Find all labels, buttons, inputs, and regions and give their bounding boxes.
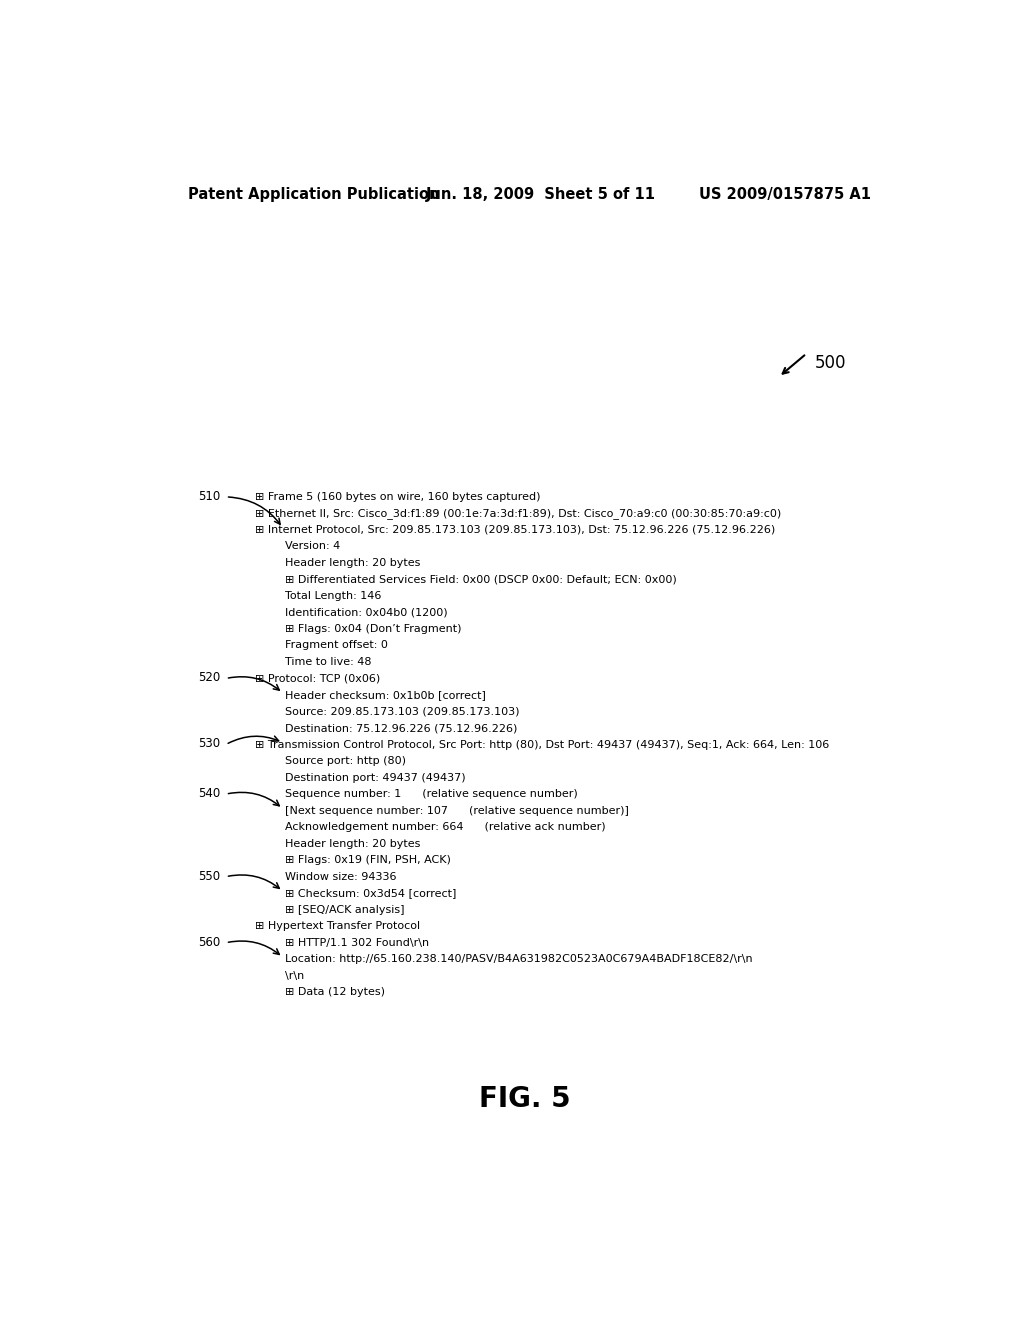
Text: Source port: http (80): Source port: http (80) [285,756,407,766]
Text: [Next sequence number: 107      (relative sequence number)]: [Next sequence number: 107 (relative seq… [285,805,629,816]
Text: 520: 520 [198,672,220,685]
Text: Identification: 0x04b0 (1200): Identification: 0x04b0 (1200) [285,607,447,618]
Text: ⊞ Ethernet II, Src: Cisco_3d:f1:89 (00:1e:7a:3d:f1:89), Dst: Cisco_70:a9:c0 (00:: ⊞ Ethernet II, Src: Cisco_3d:f1:89 (00:1… [255,508,781,519]
Text: 540: 540 [198,787,220,800]
Text: Header length: 20 bytes: Header length: 20 bytes [285,838,421,849]
Text: ⊞ Differentiated Services Field: 0x00 (DSCP 0x00: Default; ECN: 0x00): ⊞ Differentiated Services Field: 0x00 (D… [285,574,677,585]
Text: ⊞ [SEQ/ACK analysis]: ⊞ [SEQ/ACK analysis] [285,904,404,915]
Text: Location: http://65.160.238.140/PASV/B4A631982C0523A0C679A4BADF18CE82/\r\n: Location: http://65.160.238.140/PASV/B4A… [285,954,753,964]
Text: ⊞ Transmission Control Protocol, Src Port: http (80), Dst Port: 49437 (49437), S: ⊞ Transmission Control Protocol, Src Por… [255,739,829,750]
Text: \r\n: \r\n [285,970,304,981]
Text: FIG. 5: FIG. 5 [479,1085,570,1113]
Text: Sequence number: 1      (relative sequence number): Sequence number: 1 (relative sequence nu… [285,789,578,799]
Text: Fragment offset: 0: Fragment offset: 0 [285,640,388,651]
Text: Destination: 75.12.96.226 (75.12.96.226): Destination: 75.12.96.226 (75.12.96.226) [285,723,517,733]
Text: ⊞ Flags: 0x19 (FIN, PSH, ACK): ⊞ Flags: 0x19 (FIN, PSH, ACK) [285,855,451,865]
Text: 530: 530 [198,738,220,751]
Text: ⊞ Internet Protocol, Src: 209.85.173.103 (209.85.173.103), Dst: 75.12.96.226 (75: ⊞ Internet Protocol, Src: 209.85.173.103… [255,525,775,535]
Text: Total Length: 146: Total Length: 146 [285,591,382,601]
Text: Version: 4: Version: 4 [285,541,340,552]
Text: Jun. 18, 2009  Sheet 5 of 11: Jun. 18, 2009 Sheet 5 of 11 [426,187,655,202]
Text: 500: 500 [814,354,846,371]
Text: ⊞ Flags: 0x04 (Don’t Fragment): ⊞ Flags: 0x04 (Don’t Fragment) [285,624,462,634]
Text: 550: 550 [198,870,220,883]
Text: US 2009/0157875 A1: US 2009/0157875 A1 [699,187,871,202]
Text: Window size: 94336: Window size: 94336 [285,871,396,882]
Text: ⊞ Hypertext Transfer Protocol: ⊞ Hypertext Transfer Protocol [255,921,420,931]
Text: ⊞ HTTP/1.1 302 Found\r\n: ⊞ HTTP/1.1 302 Found\r\n [285,937,429,948]
Text: ⊞ Protocol: TCP (0x06): ⊞ Protocol: TCP (0x06) [255,673,380,684]
Text: Patent Application Publication: Patent Application Publication [187,187,439,202]
Text: Header checksum: 0x1b0b [correct]: Header checksum: 0x1b0b [correct] [285,690,486,700]
Text: Time to live: 48: Time to live: 48 [285,657,372,667]
Text: Destination port: 49437 (49437): Destination port: 49437 (49437) [285,772,466,783]
Text: ⊞ Frame 5 (160 bytes on wire, 160 bytes captured): ⊞ Frame 5 (160 bytes on wire, 160 bytes … [255,492,541,502]
Text: Source: 209.85.173.103 (209.85.173.103): Source: 209.85.173.103 (209.85.173.103) [285,706,519,717]
Text: 510: 510 [198,490,220,503]
Text: ⊞ Data (12 bytes): ⊞ Data (12 bytes) [285,987,385,998]
Text: ⊞ Checksum: 0x3d54 [correct]: ⊞ Checksum: 0x3d54 [correct] [285,888,457,898]
Text: Acknowledgement number: 664      (relative ack number): Acknowledgement number: 664 (relative ac… [285,822,606,832]
Text: 560: 560 [198,936,220,949]
Text: Header length: 20 bytes: Header length: 20 bytes [285,558,421,568]
